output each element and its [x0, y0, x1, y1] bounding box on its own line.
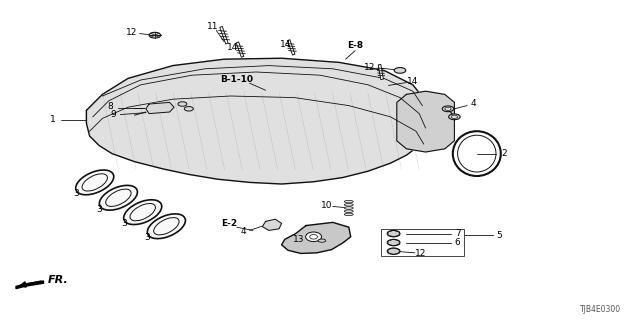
Polygon shape: [86, 58, 429, 184]
Text: 10: 10: [321, 201, 332, 210]
Text: 7: 7: [455, 229, 460, 238]
Ellipse shape: [344, 204, 353, 206]
Text: 1: 1: [50, 116, 55, 124]
Ellipse shape: [394, 68, 406, 73]
Ellipse shape: [344, 200, 353, 203]
Polygon shape: [146, 102, 174, 114]
Text: 12: 12: [364, 63, 376, 72]
Ellipse shape: [318, 239, 326, 242]
Text: E-2: E-2: [221, 219, 237, 228]
Ellipse shape: [149, 32, 161, 38]
Ellipse shape: [344, 213, 353, 216]
Text: 9: 9: [111, 110, 116, 119]
Ellipse shape: [306, 232, 322, 242]
Text: 3: 3: [97, 204, 102, 213]
Text: 14: 14: [227, 43, 238, 52]
Text: FR.: FR.: [47, 275, 68, 285]
Ellipse shape: [387, 248, 400, 254]
Ellipse shape: [130, 204, 156, 221]
Polygon shape: [16, 281, 44, 289]
Ellipse shape: [184, 107, 193, 111]
Text: 3: 3: [73, 189, 79, 198]
Text: 3: 3: [145, 233, 150, 242]
Ellipse shape: [344, 210, 353, 212]
Text: 14: 14: [280, 40, 292, 49]
Ellipse shape: [387, 230, 400, 237]
Text: 6: 6: [455, 238, 460, 247]
Ellipse shape: [124, 200, 162, 225]
Text: 4: 4: [241, 228, 246, 236]
Text: 11: 11: [207, 22, 219, 31]
Ellipse shape: [76, 170, 114, 195]
Text: 13: 13: [292, 236, 304, 244]
Polygon shape: [397, 91, 454, 152]
Ellipse shape: [178, 102, 187, 106]
Ellipse shape: [99, 185, 138, 210]
Text: TJB4E0300: TJB4E0300: [580, 305, 621, 314]
Text: E-8: E-8: [347, 41, 364, 50]
Text: 12: 12: [125, 28, 137, 37]
Ellipse shape: [344, 207, 353, 209]
Ellipse shape: [387, 239, 400, 246]
Text: 5: 5: [497, 231, 502, 240]
Polygon shape: [282, 222, 351, 253]
Ellipse shape: [82, 174, 108, 191]
Ellipse shape: [442, 106, 454, 112]
Ellipse shape: [106, 189, 131, 206]
Ellipse shape: [310, 235, 317, 239]
Text: 12: 12: [415, 249, 427, 258]
Text: B-1-10: B-1-10: [220, 75, 253, 84]
Text: 14: 14: [407, 77, 419, 86]
Ellipse shape: [449, 114, 460, 120]
Ellipse shape: [147, 214, 186, 239]
Text: 2: 2: [501, 149, 506, 158]
Ellipse shape: [154, 218, 179, 235]
Text: 3: 3: [121, 219, 127, 228]
Bar: [381, 229, 464, 256]
Text: 8: 8: [108, 102, 113, 111]
Text: 4: 4: [471, 100, 476, 108]
Polygon shape: [262, 219, 282, 230]
